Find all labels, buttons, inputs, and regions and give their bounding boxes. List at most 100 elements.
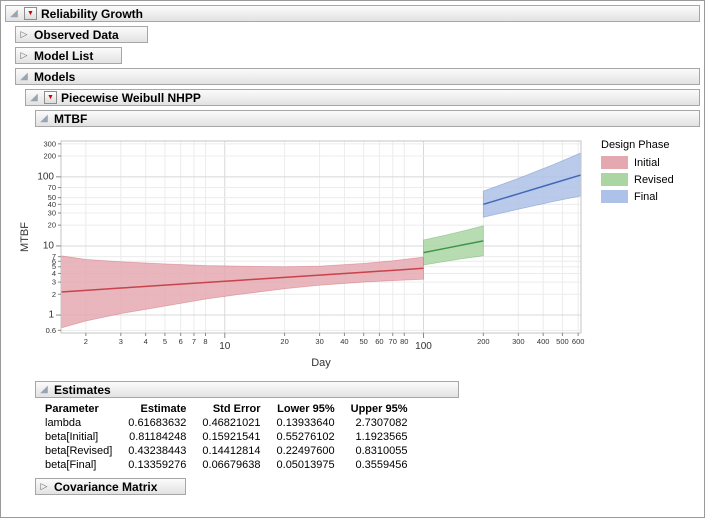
outline-title-piecewise-weibull-nhpp: Piecewise Weibull NHPP bbox=[61, 90, 201, 105]
disclosure-open-icon[interactable]: ◢ bbox=[10, 7, 18, 19]
cell-estimate: 0.81184248 bbox=[129, 431, 187, 443]
estimates-header-row: Parameter Estimate Std Error Lower 95% U… bbox=[41, 402, 416, 416]
svg-text:0.6: 0.6 bbox=[46, 326, 56, 335]
svg-text:200: 200 bbox=[477, 337, 490, 346]
outline-header-reliability-growth[interactable]: ◢ ▼ Reliability Growth bbox=[5, 5, 700, 22]
svg-text:50: 50 bbox=[360, 337, 368, 346]
cell-std-error: 0.06679638 bbox=[202, 459, 261, 471]
red-triangle-menu-button[interactable]: ▼ bbox=[44, 91, 57, 104]
outline-header-covariance-matrix[interactable]: ▷ Covariance Matrix bbox=[35, 478, 187, 495]
svg-text:3: 3 bbox=[119, 337, 123, 346]
estimates-table: Parameter Estimate Std Error Lower 95% U… bbox=[41, 402, 416, 472]
red-triangle-icon: ▼ bbox=[27, 10, 34, 17]
outline-title-models: Models bbox=[34, 69, 76, 84]
svg-text:10: 10 bbox=[43, 240, 55, 251]
cell-parameter: lambda bbox=[45, 417, 82, 429]
svg-text:4: 4 bbox=[52, 269, 56, 278]
disclosure-closed-icon[interactable]: ▷ bbox=[40, 481, 48, 491]
table-row: beta[Revised] 0.43238443 0.14412814 0.22… bbox=[41, 444, 416, 458]
outline-title-model-list: Model List bbox=[34, 48, 94, 63]
chart-legend: Design Phase Initial Revised Final bbox=[601, 131, 674, 377]
svg-text:5: 5 bbox=[52, 262, 56, 271]
legend-item-final: Final bbox=[601, 190, 674, 203]
disclosure-open-icon[interactable]: ◢ bbox=[30, 91, 38, 103]
svg-text:2: 2 bbox=[84, 337, 88, 346]
svg-text:60: 60 bbox=[375, 337, 383, 346]
svg-text:3: 3 bbox=[52, 278, 56, 287]
svg-text:5: 5 bbox=[163, 337, 167, 346]
disclosure-open-icon[interactable]: ◢ bbox=[20, 70, 28, 82]
svg-text:40: 40 bbox=[48, 200, 56, 209]
outline-header-estimates[interactable]: ◢ Estimates bbox=[35, 381, 459, 398]
red-triangle-menu-button[interactable]: ▼ bbox=[24, 7, 37, 20]
cell-estimate: 0.13359276 bbox=[128, 459, 187, 471]
outline-header-model-list[interactable]: ▷ Model List bbox=[15, 47, 123, 64]
outline-title-observed-data: Observed Data bbox=[34, 27, 119, 42]
cell-estimate: 0.43238443 bbox=[128, 445, 187, 457]
svg-text:20: 20 bbox=[48, 221, 56, 230]
outline-title-estimates: Estimates bbox=[54, 382, 111, 397]
legend-swatch[interactable] bbox=[601, 156, 628, 169]
svg-text:80: 80 bbox=[400, 337, 408, 346]
svg-text:40: 40 bbox=[340, 337, 348, 346]
cell-parameter: beta[Initial] bbox=[45, 431, 99, 443]
cell-lower-95: 0.22497600 bbox=[276, 445, 335, 457]
column-header-estimate: Estimate bbox=[140, 403, 187, 415]
cell-upper-95: 2.7307082 bbox=[355, 417, 408, 429]
mtbf-plot[interactable]: 2 3 4 5 6 7 8 10 20 30 40 50 60 70 80 100 200 300 400 500 60… bbox=[15, 131, 595, 377]
legend-label: Revised bbox=[634, 173, 674, 186]
column-header-upper-95: Upper 95% bbox=[350, 403, 408, 415]
legend-swatch[interactable] bbox=[601, 173, 628, 186]
svg-text:4: 4 bbox=[144, 337, 148, 346]
cell-estimate: 0.61683632 bbox=[128, 417, 187, 429]
svg-text:70: 70 bbox=[48, 183, 56, 192]
outline-header-models[interactable]: ◢ Models bbox=[15, 68, 700, 85]
cell-lower-95: 0.55276102 bbox=[276, 431, 335, 443]
cell-upper-95: 0.8310055 bbox=[355, 445, 408, 457]
outline-title-mtbf: MTBF bbox=[54, 111, 88, 126]
svg-text:200: 200 bbox=[43, 152, 56, 161]
legend-item-revised: Revised bbox=[601, 173, 674, 186]
legend-item-initial: Initial bbox=[601, 156, 674, 169]
svg-text:10: 10 bbox=[219, 341, 231, 352]
svg-text:6: 6 bbox=[179, 337, 183, 346]
svg-text:30: 30 bbox=[48, 208, 56, 217]
cell-std-error: 0.46821021 bbox=[202, 417, 261, 429]
svg-text:500: 500 bbox=[556, 337, 569, 346]
disclosure-open-icon[interactable]: ◢ bbox=[40, 383, 48, 395]
svg-text:100: 100 bbox=[415, 341, 432, 352]
red-triangle-icon: ▼ bbox=[47, 94, 54, 101]
disclosure-open-icon[interactable]: ◢ bbox=[40, 112, 48, 124]
svg-text:7: 7 bbox=[52, 252, 56, 261]
outline-header-observed-data[interactable]: ▷ Observed Data bbox=[15, 26, 148, 43]
column-header-parameter: Parameter bbox=[45, 403, 99, 415]
outline-title-covariance-matrix: Covariance Matrix bbox=[54, 479, 158, 494]
table-row: lambda 0.61683632 0.46821021 0.13933640 … bbox=[41, 416, 416, 430]
legend-label: Initial bbox=[634, 156, 660, 169]
disclosure-closed-icon[interactable]: ▷ bbox=[20, 50, 28, 60]
outline-header-piecewise-weibull-nhpp[interactable]: ◢ ▼ Piecewise Weibull NHPP bbox=[25, 89, 700, 106]
svg-text:7: 7 bbox=[192, 337, 196, 346]
svg-text:Day: Day bbox=[311, 357, 331, 369]
cell-std-error: 0.14412814 bbox=[202, 445, 261, 457]
svg-text:400: 400 bbox=[537, 337, 550, 346]
legend-swatch[interactable] bbox=[601, 190, 628, 203]
cell-lower-95: 0.05013975 bbox=[276, 459, 335, 471]
disclosure-closed-icon[interactable]: ▷ bbox=[20, 29, 28, 39]
table-row: beta[Initial] 0.81184248 0.15921541 0.55… bbox=[41, 430, 416, 444]
svg-text:600: 600 bbox=[572, 337, 585, 346]
cell-upper-95: 1.1923565 bbox=[355, 431, 408, 443]
svg-text:70: 70 bbox=[389, 337, 397, 346]
column-header-lower-95: Lower 95% bbox=[277, 403, 335, 415]
svg-text:2: 2 bbox=[52, 290, 56, 299]
cell-lower-95: 0.13933640 bbox=[276, 417, 335, 429]
svg-text:8: 8 bbox=[203, 337, 207, 346]
legend-title: Design Phase bbox=[601, 139, 670, 151]
svg-text:300: 300 bbox=[43, 139, 56, 148]
column-header-std-error: Std Error bbox=[212, 403, 261, 415]
cell-parameter: beta[Revised] bbox=[45, 445, 113, 457]
cell-std-error: 0.15921541 bbox=[202, 431, 261, 443]
legend-label: Final bbox=[634, 190, 658, 203]
outline-header-mtbf[interactable]: ◢ MTBF bbox=[35, 110, 700, 127]
svg-text:20: 20 bbox=[280, 337, 288, 346]
